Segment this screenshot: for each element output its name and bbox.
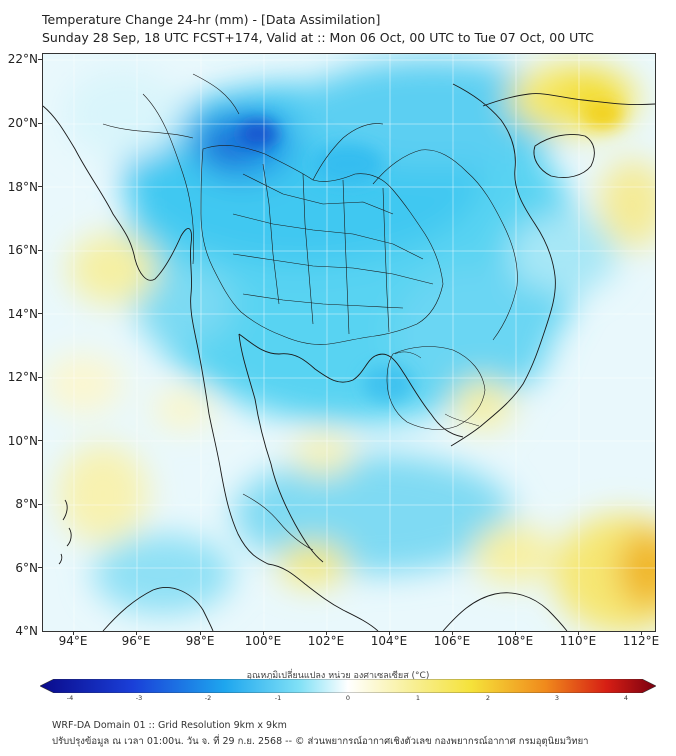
footer-credit: ปรับปรุงข้อมูล ณ เวลา 01:00น. วัน จ. ที่…: [52, 736, 589, 747]
lon-tick-mark: [200, 631, 201, 635]
graticule: [43, 54, 655, 631]
colorbar-tick: 0: [345, 694, 351, 702]
map-title: Temperature Change 24-hr (mm) - [Data As…: [42, 12, 381, 27]
map-panel: [42, 53, 656, 632]
lat-tick-4n: 4°N: [15, 624, 38, 638]
colorbar-tick: 3: [554, 694, 560, 702]
lat-tick-mark: [38, 250, 42, 251]
lat-tick-16n: 16°N: [7, 243, 38, 257]
lat-tick-20n: 20°N: [7, 116, 38, 130]
lon-tick-104e: 104°E: [370, 634, 408, 648]
temperature-field-map: [43, 54, 655, 631]
lon-tick-mark: [136, 631, 137, 635]
lon-tick-94e: 94°E: [58, 634, 88, 648]
admin-borders: [102, 73, 518, 551]
lat-tick-18n: 18°N: [7, 180, 38, 194]
lat-tick-mark: [38, 440, 42, 441]
colorbar: [40, 679, 656, 693]
lon-tick-106e: 106°E: [433, 634, 471, 648]
lat-tick-14n: 14°N: [7, 307, 38, 321]
lat-tick-mark: [38, 186, 42, 187]
lon-tick-mark: [578, 631, 579, 635]
lon-tick-98e: 98°E: [185, 634, 215, 648]
colorbar-gradient: [40, 679, 656, 693]
lon-tick-100e: 100°E: [244, 634, 282, 648]
colorbar-tick: -3: [135, 694, 143, 702]
lon-tick-mark: [73, 631, 74, 635]
lat-tick-mark: [38, 377, 42, 378]
colorbar-tick: -2: [204, 694, 212, 702]
lon-tick-108e: 108°E: [496, 634, 534, 648]
lat-tick-6n: 6°N: [15, 561, 38, 575]
colorbar-tick: 4: [623, 694, 629, 702]
waterways: [394, 351, 480, 427]
coastlines: [43, 83, 655, 631]
lon-tick-96e: 96°E: [121, 634, 151, 648]
lon-tick-112e: 112°E: [622, 634, 660, 648]
lon-tick-mark: [452, 631, 453, 635]
lat-tick-12n: 12°N: [7, 370, 38, 384]
colorbar-tick: -1: [274, 694, 282, 702]
footer-model-info: WRF-DA Domain 01 :: Grid Resolution 9km …: [52, 720, 287, 731]
lat-tick-mark: [38, 313, 42, 314]
map-subtitle: Sunday 28 Sep, 18 UTC FCST+174, Valid at…: [42, 30, 594, 45]
colorbar-tick: 1: [415, 694, 421, 702]
lon-tick-mark: [326, 631, 327, 635]
lon-tick-mark: [263, 631, 264, 635]
lon-tick-102e: 102°E: [307, 634, 345, 648]
lat-tick-mark: [38, 123, 42, 124]
lat-tick-mark: [38, 567, 42, 568]
temperature-detail: [238, 100, 623, 402]
lat-tick-22n: 22°N: [7, 52, 38, 66]
lon-tick-mark: [641, 631, 642, 635]
lon-tick-mark: [515, 631, 516, 635]
colorbar-tick: -4: [66, 694, 74, 702]
lat-tick-mark: [38, 59, 42, 60]
colorbar-label: อุณหภูมิเปลี่ยนแปลง หน่วย องศาเซลเซียส (…: [246, 671, 430, 681]
lon-tick-110e: 110°E: [559, 634, 597, 648]
colorbar-tick: 2: [485, 694, 491, 702]
lon-tick-mark: [389, 631, 390, 635]
lat-tick-10n: 10°N: [7, 434, 38, 448]
lat-tick-mark: [38, 504, 42, 505]
lat-tick-8n: 8°N: [15, 497, 38, 511]
